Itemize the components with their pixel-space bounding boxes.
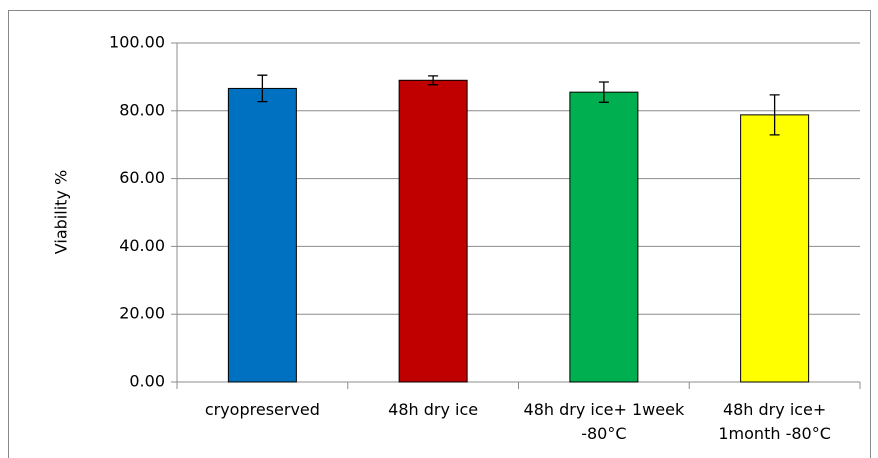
y-tick-label: 40.00 [119, 236, 165, 255]
error-bar [769, 94, 780, 136]
y-axis-label: Viability % [52, 170, 71, 254]
chart-frame [8, 10, 871, 458]
bar [740, 114, 810, 383]
bar [398, 79, 468, 383]
error-bar [598, 81, 609, 103]
x-tick-label: 48h dry ice+ 1month -80°C [718, 400, 831, 443]
y-tick-label: 20.00 [119, 304, 165, 323]
bar [569, 91, 639, 383]
x-tick-label: 48h dry ice+ 1week -80°C [523, 400, 685, 443]
error-bar [428, 75, 439, 86]
error-bar [257, 74, 268, 103]
y-tick-label: 100.00 [109, 33, 165, 52]
y-tick-label: 60.00 [119, 168, 165, 187]
y-tick-label: 80.00 [119, 100, 165, 119]
x-tick-label: 48h dry ice [388, 400, 479, 419]
y-tick-label: 0.00 [129, 372, 165, 391]
bar [227, 87, 297, 383]
x-tick-label: cryopreserved [204, 400, 320, 419]
